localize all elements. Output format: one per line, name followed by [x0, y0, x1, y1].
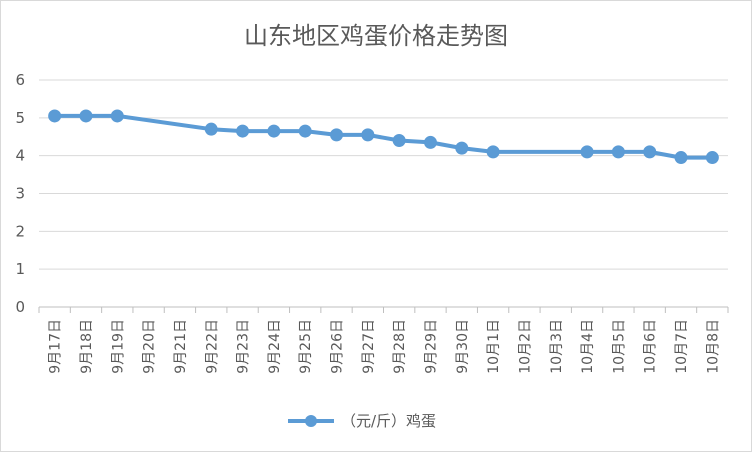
x-tick-label: 9月26日: [330, 319, 346, 374]
x-tick-label: 10月7日: [674, 319, 690, 374]
x-tick-label: 10月4日: [580, 319, 596, 374]
x-tick-label: 9月19日: [110, 319, 126, 374]
x-tick-label: 10月8日: [705, 319, 721, 374]
y-axis-ticks: 0 1 2 3 4 5 6: [15, 71, 25, 316]
data-point: [204, 122, 218, 136]
y-tick-label-2: 2: [15, 222, 25, 240]
y-tick-label-0: 0: [15, 298, 25, 316]
data-point: [236, 124, 250, 138]
y-tick-label-6: 6: [15, 71, 25, 89]
x-tick-label: 10月1日: [486, 319, 502, 374]
data-point: [611, 145, 625, 159]
data-point: [674, 151, 688, 165]
data-point: [423, 135, 437, 149]
x-tick-label: 10月3日: [549, 319, 565, 374]
data-point: [267, 124, 281, 138]
x-tick-label: 10月6日: [643, 319, 659, 374]
legend-marker-swatch: [305, 415, 317, 427]
series-layer: [48, 109, 719, 165]
x-tick-label: 9月18日: [79, 319, 95, 374]
legend-label: （元/斤）鸡蛋: [341, 412, 436, 430]
data-point: [643, 145, 657, 159]
x-tick-label: 10月2日: [517, 319, 533, 374]
legend: （元/斤）鸡蛋: [288, 412, 436, 430]
data-point: [455, 141, 469, 155]
data-point: [361, 128, 375, 142]
x-axis-ticks: 9月17日 9月18日 9月19日 9月20日 9月21日 9月22日 9月23日 9月24日…: [48, 319, 722, 374]
x-tick-label: 9月25日: [298, 319, 314, 374]
data-point: [580, 145, 594, 159]
data-point: [392, 134, 406, 148]
x-tick-label: 10月5日: [611, 319, 627, 374]
x-tick-label: 9月21日: [173, 319, 189, 374]
grid-lines: [39, 79, 728, 270]
x-tick-label: 9月27日: [361, 319, 377, 374]
data-point: [48, 109, 62, 123]
data-point: [705, 151, 719, 165]
data-point: [330, 128, 344, 142]
data-point: [110, 109, 124, 123]
axes: [38, 306, 729, 313]
x-tick-label: 9月29日: [423, 319, 439, 374]
y-tick-label-5: 5: [15, 109, 25, 127]
y-tick-label-1: 1: [15, 260, 25, 278]
x-tick-label: 9月20日: [142, 319, 158, 374]
data-point: [298, 124, 312, 138]
x-tick-label: 9月24日: [267, 319, 283, 374]
chart-title: 山东地区鸡蛋价格走势图: [244, 22, 508, 50]
y-tick-label-4: 4: [15, 147, 25, 165]
x-tick-label: 9月30日: [455, 319, 471, 374]
x-tick-label: 9月28日: [392, 319, 408, 374]
x-tick-label: 9月17日: [48, 319, 64, 374]
data-point: [486, 145, 500, 159]
data-point: [79, 109, 93, 123]
y-tick-label-3: 3: [15, 185, 25, 203]
x-tick-label: 9月22日: [204, 319, 220, 374]
x-tick-label: 9月23日: [236, 319, 252, 374]
